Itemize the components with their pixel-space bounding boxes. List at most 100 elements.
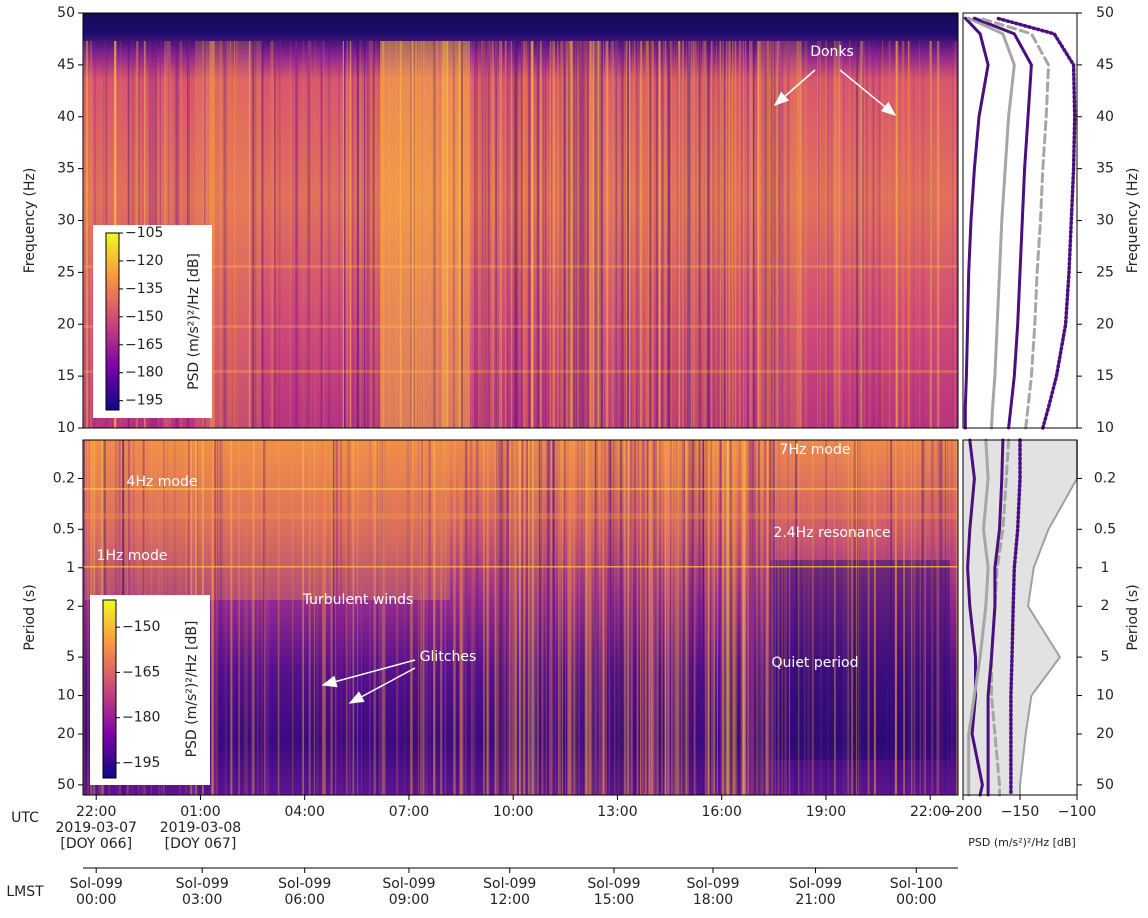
spectrogram-texture — [529, 440, 531, 795]
spectrogram-texture — [568, 41, 570, 428]
spectrogram-texture — [470, 440, 473, 795]
spectrogram-texture — [410, 440, 412, 795]
spectrogram-texture — [778, 41, 781, 428]
spectrogram-texture — [230, 440, 233, 795]
spectrogram-texture — [742, 440, 744, 795]
spectrogram-texture — [678, 41, 680, 428]
spectrogram-texture — [561, 41, 563, 428]
spectrogram-texture — [735, 440, 737, 795]
spectrogram-texture — [834, 440, 837, 795]
spectrogram-texture — [263, 440, 266, 795]
spectrogram-texture — [675, 440, 677, 795]
spectrogram-texture — [658, 41, 661, 428]
spectrogram-texture — [399, 41, 402, 428]
spectrogram-texture — [377, 440, 378, 795]
spectrogram-texture — [526, 440, 528, 795]
spectrogram-texture — [244, 440, 245, 795]
spectrogram-texture — [843, 440, 845, 795]
spectrogram-texture — [342, 41, 345, 428]
spectrogram-texture — [681, 440, 685, 795]
spectrogram-texture — [615, 41, 618, 428]
spectrogram-texture — [922, 440, 925, 795]
spectrogram-texture — [459, 440, 461, 795]
spectrogram-texture — [757, 41, 759, 428]
spectrogram-texture — [380, 41, 470, 428]
spectrogram-texture — [428, 440, 430, 795]
spectrogram-texture — [638, 41, 639, 428]
spectrogram-texture — [665, 440, 666, 795]
spectrogram-texture — [496, 41, 497, 428]
spectrogram-texture — [219, 41, 222, 428]
spectrogram-texture — [527, 440, 530, 795]
spectrogram-texture — [601, 41, 604, 428]
spectrogram-texture — [582, 41, 585, 428]
spectrogram-texture — [536, 440, 540, 795]
spectrogram-texture — [749, 440, 753, 795]
spectrogram-texture — [765, 41, 767, 428]
spectrogram-texture — [747, 440, 749, 795]
spectrogram-texture — [211, 41, 214, 428]
spectrogram-texture — [722, 440, 725, 795]
spectrogram-texture — [777, 440, 780, 795]
spectrogram-texture — [584, 41, 585, 428]
spectrogram-texture — [533, 440, 535, 795]
spectrogram-texture — [777, 440, 780, 795]
spectrogram-texture — [638, 440, 639, 795]
spectrogram-texture — [83, 41, 85, 428]
y-tick-label: 50 — [1096, 5, 1114, 21]
spectrogram-texture — [473, 41, 475, 428]
spectrogram-texture — [936, 440, 939, 795]
spectrogram-texture — [313, 41, 317, 428]
spectrogram-texture — [855, 41, 857, 428]
spectrogram-texture — [567, 440, 570, 795]
annotation: 7Hz mode — [780, 442, 851, 458]
spectrogram-texture — [951, 440, 953, 795]
spectrogram-texture — [294, 41, 298, 428]
spectrogram-texture — [554, 440, 557, 795]
spectrogram-texture — [558, 440, 560, 795]
spectrogram-texture — [652, 440, 656, 795]
spectrogram-texture — [264, 440, 266, 795]
spectrogram-texture — [383, 41, 384, 428]
spectrogram-texture — [704, 41, 706, 428]
spectrogram-texture — [811, 440, 814, 795]
spectrogram-texture — [937, 440, 940, 795]
spectrogram-texture — [704, 440, 706, 795]
spectrogram-texture — [435, 41, 438, 428]
spectrogram-texture — [310, 41, 312, 428]
spectrogram-texture — [327, 41, 331, 428]
spectrogram-texture — [879, 41, 881, 428]
spectrogram-texture — [603, 440, 605, 795]
spectrogram-texture — [598, 440, 600, 795]
spectrogram-texture — [444, 440, 447, 795]
spectrogram-texture — [477, 41, 480, 428]
spectrogram-texture — [356, 41, 359, 428]
spectrogram-texture — [750, 41, 752, 428]
spectrogram-texture — [523, 440, 526, 795]
spectrogram-texture — [539, 41, 542, 428]
spectrogram-texture — [420, 440, 423, 795]
spectrogram-texture — [707, 440, 709, 795]
spectrogram-texture — [670, 440, 673, 795]
spectrogram-texture — [687, 440, 690, 795]
spectrogram-texture — [586, 41, 589, 428]
spectrogram-texture — [428, 440, 431, 795]
spectrogram-texture — [727, 440, 730, 795]
spectrogram-texture — [637, 440, 639, 795]
spectrogram-texture — [786, 41, 790, 428]
spectrogram-texture — [396, 440, 399, 795]
spectrogram-texture — [747, 41, 749, 428]
spectrogram-texture — [369, 440, 371, 795]
spectrogram-texture — [757, 41, 759, 428]
spectrogram-texture — [476, 41, 478, 428]
series-line — [978, 16, 1051, 430]
spectrogram-texture — [523, 41, 526, 428]
spectrogram-texture — [676, 440, 678, 795]
spectrogram-texture — [531, 440, 534, 795]
spectrogram-texture — [553, 440, 554, 795]
spectrogram-texture — [907, 41, 910, 428]
spectrogram-texture — [366, 41, 368, 428]
spectrogram-texture — [335, 440, 338, 795]
spectrogram-texture — [735, 41, 738, 428]
spectrogram-texture — [888, 41, 891, 428]
